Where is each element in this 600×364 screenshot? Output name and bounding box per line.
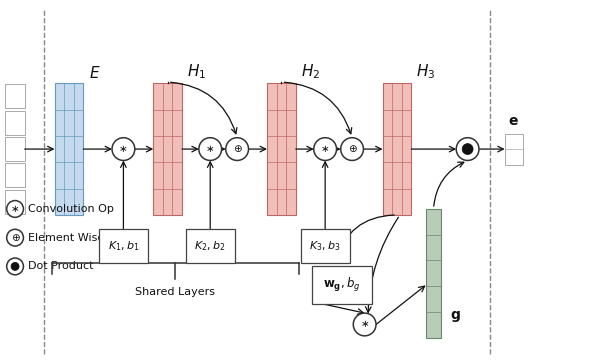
Circle shape bbox=[7, 229, 23, 246]
Text: ∗: ∗ bbox=[11, 204, 19, 214]
Bar bbox=[301, 229, 350, 264]
Bar bbox=[505, 134, 523, 165]
Text: $d$: $d$ bbox=[10, 230, 20, 245]
Text: ∗: ∗ bbox=[119, 144, 128, 154]
Circle shape bbox=[11, 262, 19, 270]
Circle shape bbox=[341, 138, 364, 161]
Text: $E$: $E$ bbox=[89, 65, 101, 81]
Bar bbox=[5, 137, 25, 161]
Bar bbox=[5, 163, 25, 187]
Circle shape bbox=[112, 138, 135, 161]
Bar bbox=[267, 83, 296, 215]
Text: $H_1$: $H_1$ bbox=[187, 62, 206, 81]
Circle shape bbox=[314, 138, 337, 161]
Text: Shared Layers: Shared Layers bbox=[135, 287, 215, 297]
Circle shape bbox=[226, 138, 248, 161]
Text: $H_2$: $H_2$ bbox=[301, 62, 320, 81]
Circle shape bbox=[199, 138, 221, 161]
Bar bbox=[312, 265, 372, 304]
Text: $H_3$: $H_3$ bbox=[416, 62, 436, 81]
Text: $\mathbf{e}$: $\mathbf{e}$ bbox=[508, 114, 519, 127]
Bar bbox=[5, 111, 25, 135]
Bar bbox=[99, 229, 148, 264]
Circle shape bbox=[7, 258, 23, 275]
Text: Element Wise Sum: Element Wise Sum bbox=[28, 233, 133, 243]
Text: ∗: ∗ bbox=[206, 144, 215, 154]
Text: $K_2, b_2$: $K_2, b_2$ bbox=[194, 239, 226, 253]
Text: ⊕: ⊕ bbox=[11, 233, 19, 243]
Text: $\mathbf{g}$: $\mathbf{g}$ bbox=[449, 309, 460, 324]
Text: ⊕: ⊕ bbox=[233, 144, 242, 154]
Circle shape bbox=[462, 144, 473, 155]
Bar bbox=[154, 83, 182, 215]
Text: $\mathbf{w_g}, b_g$: $\mathbf{w_g}, b_g$ bbox=[323, 276, 361, 294]
Bar bbox=[55, 83, 83, 215]
Bar bbox=[383, 83, 412, 215]
Bar bbox=[5, 84, 25, 108]
Text: Dot Product: Dot Product bbox=[28, 261, 94, 272]
Circle shape bbox=[353, 313, 376, 336]
Circle shape bbox=[7, 201, 23, 217]
Bar bbox=[185, 229, 235, 264]
Text: ⊕: ⊕ bbox=[348, 144, 356, 154]
Bar bbox=[5, 190, 25, 214]
Text: ∗: ∗ bbox=[321, 144, 329, 154]
Bar bbox=[426, 209, 441, 338]
Text: $K_1, b_1$: $K_1, b_1$ bbox=[107, 239, 139, 253]
Circle shape bbox=[456, 138, 479, 161]
Text: $K_3, b_3$: $K_3, b_3$ bbox=[310, 239, 341, 253]
Text: ∗: ∗ bbox=[360, 320, 369, 329]
Text: Convolution Op: Convolution Op bbox=[28, 204, 114, 214]
